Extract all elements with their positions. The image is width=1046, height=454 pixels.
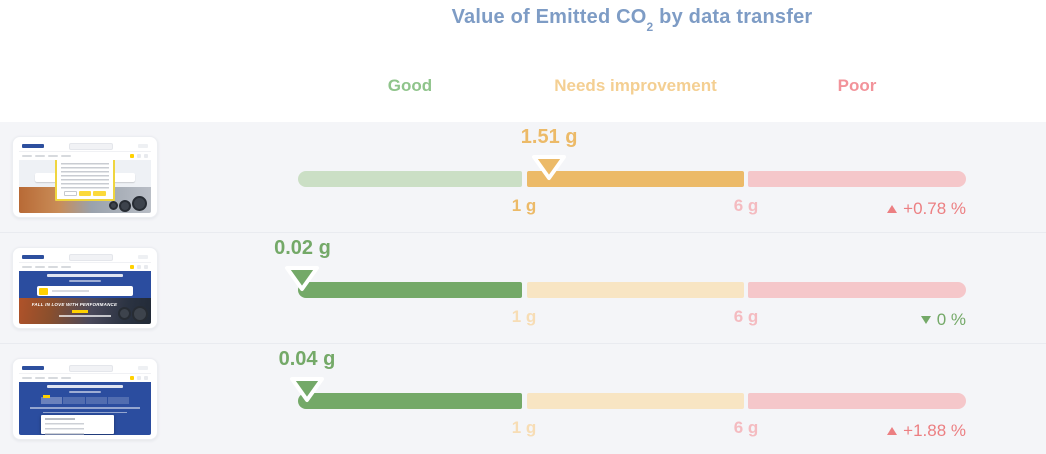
mini-navbar xyxy=(19,151,151,160)
mini-search-bar xyxy=(69,253,113,261)
mini-dropdown-search xyxy=(45,418,75,420)
change-indicator: 0 % xyxy=(920,310,966,330)
cookie-consent-modal xyxy=(54,152,116,201)
mini-deal-icon xyxy=(130,265,134,269)
value-label: 0.02 g xyxy=(274,237,331,259)
mini-heading-placeholder xyxy=(46,274,124,277)
mini-dropdown-options xyxy=(45,423,85,435)
mini-navbar xyxy=(19,373,151,382)
segment-needs-improvement xyxy=(527,393,744,409)
bullet-plot: 1.51 g 1 g 6 g +0.78 % xyxy=(298,122,966,232)
modal-secondary-button xyxy=(64,191,77,196)
segment-poor xyxy=(748,282,966,298)
zone-legend: Good Needs improvement Poor xyxy=(298,76,966,98)
chart-row: 0.04 g 1 g 6 g +1.88 % xyxy=(0,343,1046,454)
boundary-label-6g: 6 g xyxy=(733,196,759,215)
boundary-label-6g: 6 g xyxy=(733,307,759,326)
mini-new-tag xyxy=(43,395,51,398)
mini-navbar xyxy=(19,262,151,271)
legend-good: Good xyxy=(387,76,433,95)
change-label: 0 % xyxy=(936,310,966,329)
mini-browser-topbar xyxy=(19,141,151,151)
mini-vin-placeholder xyxy=(52,290,89,292)
bullet-plot: 0.02 g 1 g 6 g 0 % xyxy=(274,233,966,343)
mini-blue-panel xyxy=(19,270,151,298)
mini-browser-topbar xyxy=(19,363,151,373)
boundary-label-6g: 6 g xyxy=(733,418,759,437)
mini-search-bar xyxy=(69,142,113,150)
value-marker-icon xyxy=(532,155,567,180)
mini-hero-offer-line xyxy=(71,310,88,313)
modal-confirm-button xyxy=(93,191,106,196)
michelin-logo-icon xyxy=(22,366,44,370)
mini-dropdown-panel xyxy=(41,415,115,435)
change-indicator: +1.88 % xyxy=(887,421,966,441)
change-label: +0.78 % xyxy=(903,199,966,218)
segment-good xyxy=(298,171,522,187)
mini-heading-placeholder xyxy=(46,385,124,388)
segment-needs-improvement xyxy=(527,171,744,187)
modal-buttons xyxy=(61,191,110,196)
mini-tab-bar xyxy=(41,395,129,404)
mini-vin-chip xyxy=(39,287,49,295)
boundary-label-1g: 1 g xyxy=(511,418,537,437)
mini-search-bar xyxy=(69,364,113,372)
chart-rows: 1.51 g 1 g 6 g +0.78 % xyxy=(0,122,1046,454)
segment-needs-improvement xyxy=(527,282,744,298)
title-prefix: Value of Emitted CO xyxy=(451,6,647,28)
chart-row: FALL IN LOVE WITH PERFORMANCE 0.02 g 1 g xyxy=(0,232,1046,343)
trend-arrow-icon xyxy=(920,316,931,324)
modal-accept-button xyxy=(78,191,92,196)
boundary-label-1g: 1 g xyxy=(511,307,537,326)
segment-poor xyxy=(748,171,966,187)
page-thumbnail-dropdown xyxy=(12,358,158,440)
mini-subheading-placeholder xyxy=(69,391,101,393)
mini-site-screenshot: FALL IN LOVE WITH PERFORMANCE xyxy=(19,252,151,324)
chart-row: 1.51 g 1 g 6 g +0.78 % xyxy=(0,122,1046,232)
michelin-logo-icon xyxy=(22,144,44,148)
boundary-label-1g: 1 g xyxy=(511,196,537,215)
bullet-plot: 0.04 g 1 g 6 g +1.88 % xyxy=(279,344,966,454)
page-title: Value of Emitted CO2 by data transfer xyxy=(298,6,966,34)
value-label: 1.51 g xyxy=(520,126,578,148)
page-thumbnail-cookie-consent xyxy=(12,136,158,218)
modal-text-placeholder xyxy=(60,163,110,189)
page-thumbnail-homepage: FALL IN LOVE WITH PERFORMANCE xyxy=(12,247,158,329)
mini-account-icon xyxy=(138,144,148,148)
michelin-logo-icon xyxy=(22,255,44,259)
value-label: 0.04 g xyxy=(278,348,336,370)
value-marker-icon xyxy=(289,377,324,402)
change-indicator: +0.78 % xyxy=(887,199,966,219)
mini-vin-search-box xyxy=(37,286,133,296)
mini-hero-caption: FALL IN LOVE WITH PERFORMANCE xyxy=(31,302,118,307)
mini-site-screenshot xyxy=(19,141,151,213)
change-label: +1.88 % xyxy=(903,421,966,440)
value-marker-icon xyxy=(285,266,320,291)
mini-blue-panel xyxy=(19,381,151,435)
mini-hero-subtext xyxy=(58,315,112,317)
segment-good xyxy=(298,282,522,298)
mini-deal-icon xyxy=(130,376,134,380)
mini-site-screenshot xyxy=(19,363,151,435)
legend-needs-improvement: Needs improvement xyxy=(554,76,717,95)
mini-deal-icon xyxy=(130,154,134,158)
title-subscript: 2 xyxy=(646,20,654,34)
segment-good xyxy=(298,393,522,409)
mini-browser-topbar xyxy=(19,252,151,262)
segment-poor xyxy=(748,393,966,409)
mini-account-icon xyxy=(138,366,148,370)
mini-subheading-placeholder xyxy=(69,280,101,282)
legend-poor: Poor xyxy=(837,76,877,95)
chart-header: Value of Emitted CO2 by data transfer Go… xyxy=(0,0,1046,122)
trend-arrow-icon xyxy=(887,427,898,435)
title-suffix: by data transfer xyxy=(653,6,813,28)
mini-account-icon xyxy=(138,255,148,259)
mini-hero-image: FALL IN LOVE WITH PERFORMANCE xyxy=(19,298,151,324)
trend-arrow-icon xyxy=(887,205,898,213)
